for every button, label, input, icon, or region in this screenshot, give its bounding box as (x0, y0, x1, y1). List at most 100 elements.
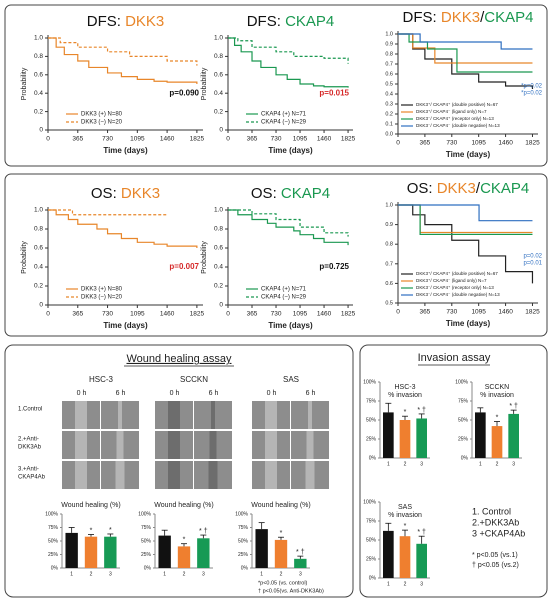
cell-line-label: SAS (283, 375, 299, 384)
y-tick-label: 100% (455, 379, 468, 385)
y-tick-label: 0.2 (34, 108, 43, 115)
x-tick-label: 365 (72, 311, 83, 318)
section-title: Invasion assay (418, 352, 491, 364)
footnote: † p<0.05(vs. Anti-DKK3Ab) (258, 588, 324, 594)
title-part: DKK3 (441, 9, 480, 26)
survival-curve (228, 38, 348, 88)
x-tick-label: 1460 (498, 309, 513, 316)
x-tick-label: 2 (496, 461, 499, 467)
survival-curve (48, 38, 197, 84)
footnote: *p<0.05 (vs. control) (258, 580, 308, 586)
x-tick-label: 1825 (525, 140, 540, 147)
cell-line-label: HSC-3 (89, 375, 114, 384)
bar (294, 559, 306, 568)
x-tick-label: 1825 (341, 136, 356, 143)
legend-label: CKAP4 (+) N=71 (261, 287, 307, 293)
bar (158, 536, 170, 568)
scratch-gap (265, 461, 277, 489)
y-tick-label: 0.8 (214, 226, 223, 233)
survival-curve (48, 210, 197, 248)
legend-label: DKK3 (−) N=20 (81, 120, 123, 126)
bar (104, 537, 116, 568)
p-value: p=0.02 (523, 254, 542, 260)
y-tick-label: 75% (366, 398, 377, 404)
survival-curve (398, 34, 532, 72)
y-tick-label: 0% (369, 455, 377, 461)
bar (508, 414, 519, 458)
bar (400, 536, 411, 578)
x-tick-label: 1 (70, 571, 73, 577)
significance-marker: * † (509, 403, 518, 410)
x-axis-label: Time (days) (446, 150, 491, 159)
bar (275, 540, 287, 568)
y-tick-label: 50% (366, 537, 377, 543)
time-label: 0 h (267, 390, 277, 397)
y-tick-label: 0% (461, 455, 469, 461)
scratch-gap (265, 431, 277, 459)
y-tick-label: 0.8 (385, 242, 393, 248)
x-tick-label: 1460 (160, 311, 175, 318)
y-tick-label: 50% (238, 538, 249, 544)
y-tick-label: 50% (366, 417, 377, 423)
bar (383, 531, 394, 578)
y-tick-label: 0.2 (34, 283, 43, 290)
legend-label: 1. Control (472, 506, 511, 516)
p-value: p=0.007 (169, 262, 199, 271)
legend-label: 3 +CKAP4Ab (472, 528, 525, 538)
y-tick-label: 0% (51, 565, 59, 571)
x-tick-label: 1825 (190, 136, 205, 143)
legend-label: DKK3⁻/ CKAP4⁻ (double negative) N=13 (416, 292, 500, 297)
x-tick-label: 730 (271, 311, 282, 318)
condition-label: CKAP4Ab (18, 475, 46, 481)
x-tick-label: 1095 (471, 140, 486, 147)
section-title: Wound healing assay (127, 353, 232, 365)
y-tick-label: 75% (458, 398, 469, 404)
significance-marker: * (109, 527, 112, 534)
y-tick-label: 1.0 (385, 202, 393, 208)
x-tick-label: 1 (163, 571, 166, 577)
legend-label: DKK3⁺/ CKAP4⁺ (double positive) N=67 (416, 102, 498, 107)
legend-label: CKAP4 (+) N=71 (261, 112, 307, 118)
y-tick-label: 0.3 (385, 101, 393, 107)
scratch-gap (75, 431, 87, 459)
scratch-gap (75, 401, 87, 429)
legend-label: CKAP4 (−) N=29 (261, 120, 307, 126)
chart-title: SAS (398, 504, 412, 511)
scratch-gap (209, 461, 218, 489)
title-part: DFS: (87, 13, 125, 30)
y-tick-label: 25% (141, 552, 152, 558)
y-axis-label: Probability (201, 241, 208, 274)
x-tick-label: 1460 (317, 311, 332, 318)
chart-title: % invasion (480, 392, 514, 399)
x-tick-label: 730 (446, 140, 457, 147)
condition-label: 1.Control (18, 407, 42, 413)
y-tick-label: 1.0 (34, 35, 43, 42)
significance-marker: * † (417, 407, 426, 414)
x-tick-label: 365 (247, 311, 258, 318)
x-tick-label: 0 (46, 136, 50, 143)
y-tick-label: 50% (48, 538, 59, 544)
significance-marker: * † (417, 529, 426, 536)
scratch-gap (168, 431, 180, 459)
bar (197, 538, 209, 568)
significance-marker: * † (296, 549, 305, 556)
x-tick-label: 365 (247, 136, 258, 143)
y-tick-label: 0.9 (385, 41, 393, 47)
significance-marker: * (404, 523, 407, 530)
legend-label: DKK3⁺/ CKAP4⁻ (ligand only) N=7 (416, 109, 487, 114)
title-part: CKAP4 (480, 180, 529, 197)
condition-label: 2.+Anti- (18, 437, 39, 443)
x-tick-label: 2 (90, 571, 93, 577)
y-tick-label: 75% (238, 525, 249, 531)
y-tick-label: 0.5 (385, 300, 393, 306)
condition-label: DKK3Ab (18, 445, 42, 451)
title-part: OS: (91, 185, 121, 202)
y-tick-label: 0.8 (385, 51, 393, 57)
condition-label: 3.+Anti- (18, 467, 39, 473)
title-part: CKAP4 (281, 185, 330, 202)
x-axis-label: Time (days) (103, 146, 148, 155)
y-tick-label: 25% (458, 436, 469, 442)
significance-marker: * (404, 409, 407, 416)
y-tick-label: 1.0 (214, 207, 223, 214)
bar (178, 546, 190, 568)
